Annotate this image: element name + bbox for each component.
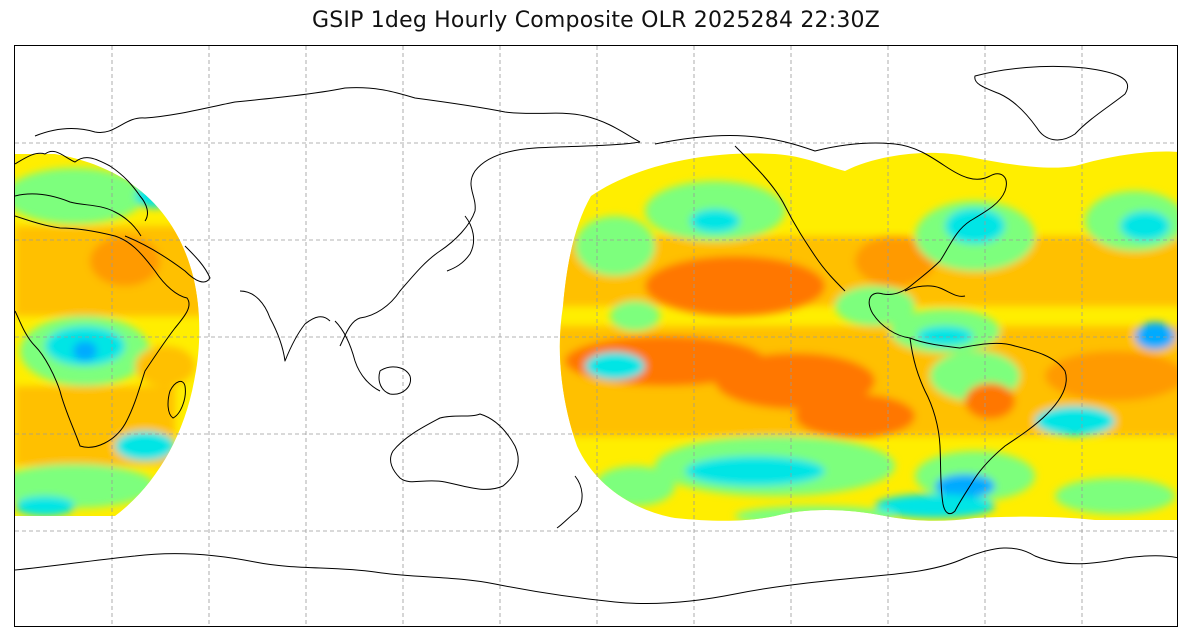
coastline-borneo [378,366,412,395]
coastline-antarctica [15,547,1177,605]
coastline-japan [446,215,475,272]
coastlines [15,65,1177,605]
coastline-australia [390,413,519,490]
coastline-caribbean [904,285,966,297]
olr-sector-africa [15,154,200,516]
coastline-new-zealand [556,475,583,529]
coastline-europe [15,150,148,222]
coastline-arabia [124,235,211,283]
coastline-mediterranean [15,193,142,237]
page-title: GSIP 1deg Hourly Composite OLR 2025284 2… [311,8,881,33]
coastline-west-north-america [734,145,846,292]
coastline-southeast-asia [334,320,381,392]
coastline-north-america [654,134,1007,339]
coastline-madagascar [167,380,186,419]
coastline-greenland [974,65,1128,141]
coastline-south-america [909,337,1067,515]
olr-sector-americas [559,151,1177,521]
olr-map [15,46,1177,626]
map-gridlines [15,46,1177,626]
map-frame [14,45,1178,627]
coastline-india [239,290,331,362]
coastline-africa [15,215,190,448]
coastline-north-eurasia [34,87,641,143]
